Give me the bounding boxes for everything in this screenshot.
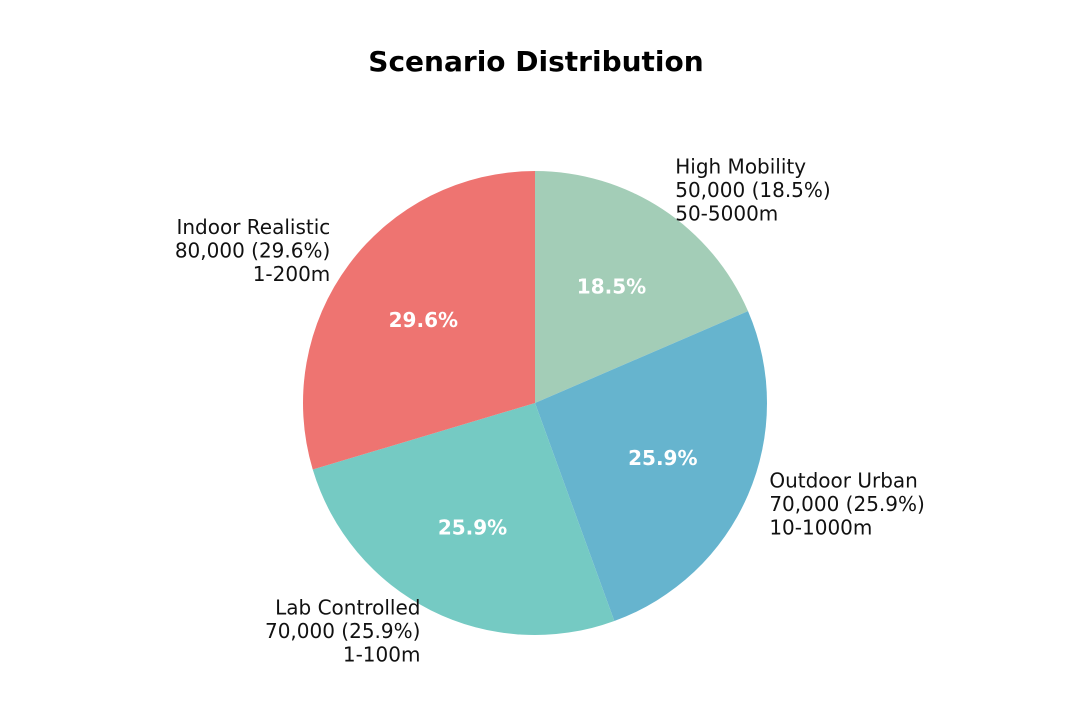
slice-label-lab-controlled: Lab Controlled 70,000 (25.9%) 1-100m [265,596,420,667]
slice-label-high-mobility: High Mobility 50,000 (18.5%) 50-5000m [675,154,830,225]
slice-label-indoor-realistic: Indoor Realistic 80,000 (29.6%) 1-200m [175,215,330,286]
pie-slice-lab-controlled [312,403,615,635]
slice-label-outdoor-urban: Outdoor Urban 70,000 (25.9%) 10-1000m [769,469,924,540]
pie-slice-high-mobility [535,171,749,403]
pie-slices [302,171,767,635]
percent-label: 25.9% [628,446,697,470]
percent-label: 29.6% [389,308,458,332]
percent-labels: 18.5% 25.9% 25.9% 29.6% [389,275,698,540]
outer-labels: High Mobility 50,000 (18.5%) 50-5000m Outdo… [175,154,925,666]
chart-title: Scenario Distribution [368,45,703,78]
pie-slice-indoor-realistic [302,171,535,470]
percent-label: 18.5% [577,275,646,299]
pie-slice-outdoor-urban [535,311,767,622]
percent-label: 25.9% [438,515,507,539]
